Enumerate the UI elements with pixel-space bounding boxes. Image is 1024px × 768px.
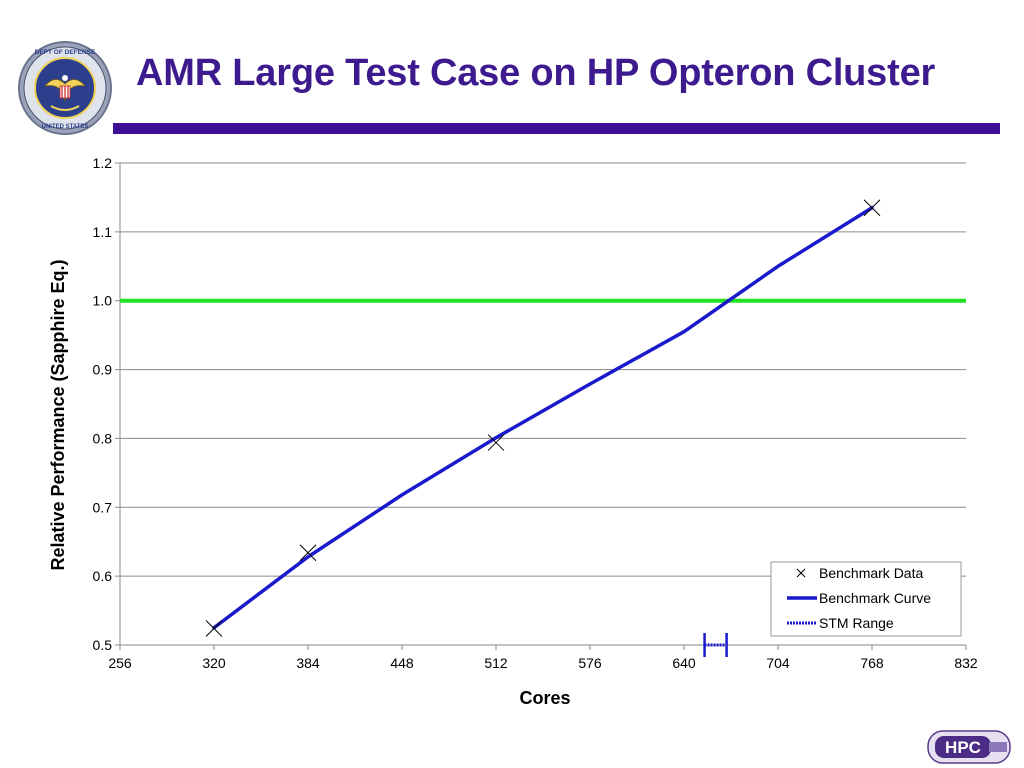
chart-axes [115,162,967,650]
svg-text:UNITED STATES: UNITED STATES [42,124,89,130]
y-tick-label: 1.1 [93,224,113,240]
x-tick-label: 448 [390,655,414,671]
y-tick-label: 0.6 [93,568,113,584]
y-tick-label: 1.0 [93,293,113,309]
hpc-logo-icon: HPC [927,730,1011,764]
legend-label: Benchmark Curve [819,590,931,606]
y-tick-label: 1.2 [93,155,113,171]
y-tick-label: 0.7 [93,499,113,515]
benchmark-data-point [487,434,505,451]
benchmark-curve-line [212,206,874,630]
department-of-defense-seal-icon: DEPT OF DEFENSE UNITED STATES [18,41,112,135]
stm-range-marker [703,633,728,657]
x-axis-label: Cores [519,688,570,708]
x-marker-stroke [299,544,317,562]
slide-title: AMR Large Test Case on HP Opteron Cluste… [136,52,936,94]
title-underline-bar [113,123,1000,134]
y-tick-label: 0.8 [93,430,113,446]
legend-label: Benchmark Data [819,565,923,581]
y-axis-label: Relative Performance (Sapphire Eq.) [48,259,68,570]
benchmark-data-point [863,199,881,217]
chart-legend: Benchmark Data Benchmark Curve STM Range [770,561,962,637]
x-tick-label: 576 [578,655,602,671]
x-tick-label: 512 [484,655,508,671]
y-tick-label: 0.5 [93,637,113,653]
x-tick-label: 704 [766,655,790,671]
legend-item: Benchmark Curve [787,590,931,606]
x-tick-label: 640 [672,655,696,671]
legend-x-marker [796,568,806,578]
series-layer [205,199,881,657]
x-tick-label: 832 [954,655,978,671]
legend-label: STM Range [819,615,894,631]
x-tick-label: 768 [860,655,884,671]
y-tick-label: 0.9 [93,362,113,378]
legend-item: STM Range [787,615,894,631]
x-tick-label: 320 [202,655,226,671]
hpc-logo-text: HPC [945,738,981,757]
x-marker-stroke [205,620,223,637]
x-marker-stroke [487,434,505,451]
benchmark-data-point [299,544,317,562]
benchmark-data-point [205,620,223,637]
legend-item: Benchmark Data [796,565,923,581]
x-marker-stroke [863,199,881,217]
x-tick-label: 256 [108,655,132,671]
tick-labels: 0.5 0.6 0.7 0.8 0.9 1.0 1.1 1.2 256 320 384 448 512 5… [93,155,978,671]
svg-text:DEPT OF DEFENSE: DEPT OF DEFENSE [35,49,96,56]
x-tick-label: 384 [296,655,320,671]
